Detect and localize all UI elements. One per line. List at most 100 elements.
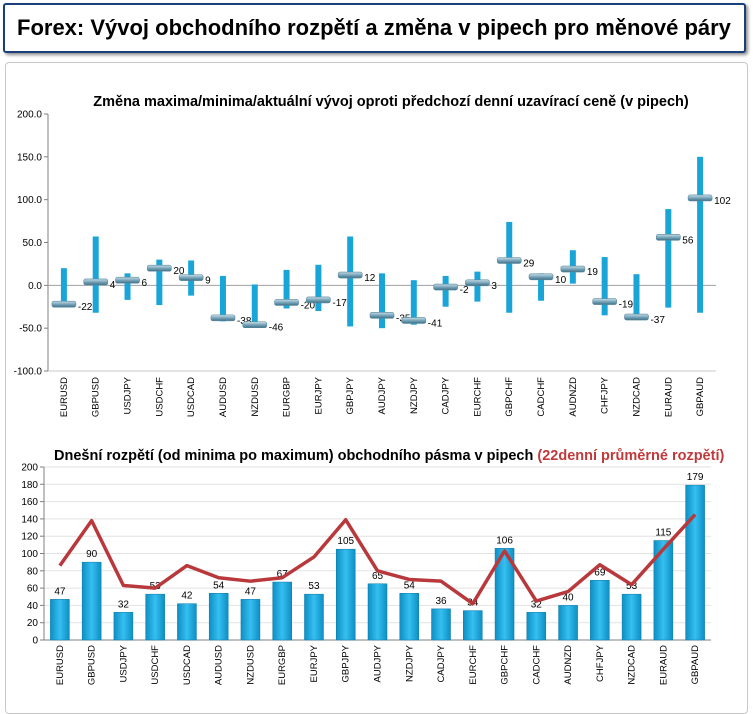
chart1-y-tick-label: 50.0	[23, 238, 43, 249]
current-label: 12	[364, 273, 376, 284]
bar-value-label: 47	[54, 586, 66, 597]
range-bar	[590, 580, 609, 640]
bar-value-label: 32	[118, 599, 130, 610]
chart2-y-tick-label: 180	[21, 480, 38, 491]
range-bar	[93, 237, 99, 313]
current-label: -46	[269, 323, 284, 334]
range-bar	[146, 594, 165, 640]
current-marker	[243, 322, 267, 328]
bar-value-label: 115	[655, 528, 671, 539]
chart2-title-main: Dnešní rozpětí (od minima po maximum) ob…	[54, 448, 537, 464]
chart1-x-tick-label: EURAUD	[663, 377, 674, 417]
current-marker	[52, 301, 76, 307]
chart2-x-tick-label: USDCAD	[182, 645, 193, 685]
chart2-x-tick-label: USDCHF	[150, 645, 161, 685]
chart2-x-tick-label: AUDNZD	[563, 645, 574, 685]
range-bar	[241, 599, 260, 640]
chart1-y-tick-label: -100.0	[14, 367, 43, 378]
bar-value-label: 36	[435, 596, 447, 607]
chart2-y-tick-label: 20	[27, 618, 39, 629]
current-label: -19	[619, 300, 634, 311]
chart1-x-tick-label: CHFJPY	[600, 376, 611, 414]
current-marker	[275, 299, 299, 305]
chart2-x-tick-label: NZDCAD	[627, 645, 638, 685]
chart2-x-tick-label: NZDUSD	[245, 645, 256, 685]
bar-value-label: 90	[86, 549, 98, 560]
chart1-x-tick-label: AUDNZD	[568, 377, 579, 417]
current-label: -41	[428, 318, 443, 329]
bar-chart: Dnešní rozpětí (od minima po maximum) ob…	[21, 448, 724, 685]
chart2-x-tick-label: CADCHF	[531, 645, 542, 685]
chart1-x-tick-label: AUDUSD	[218, 377, 229, 417]
chart1-x-tick-label: CADCHF	[536, 377, 547, 417]
chart1-x-tick-label: AUDJPY	[377, 376, 388, 414]
chart2-x-tick-label: EURCHF	[468, 645, 479, 685]
chart2-y-tick-label: 140	[21, 514, 38, 525]
current-label: 9	[205, 276, 211, 287]
range-bar	[527, 612, 546, 640]
current-label: -22	[78, 302, 93, 313]
chart1-x-tick-label: GBPJPY	[345, 376, 356, 414]
chart2-x-tick-label: USDJPY	[118, 644, 129, 682]
current-label: 19	[587, 267, 599, 278]
range-bar	[368, 584, 387, 640]
range-bar	[686, 485, 705, 640]
range-bar	[665, 209, 671, 308]
range-bar	[432, 609, 451, 640]
current-marker	[529, 274, 553, 280]
chart2-x-tick-label: NZDJPY	[404, 644, 415, 682]
chart1-x-tick-label: USDCHF	[154, 377, 165, 417]
range-bar	[697, 157, 703, 313]
current-marker	[338, 272, 362, 278]
chart1-y-tick-label: 200.0	[17, 110, 42, 121]
current-marker	[434, 284, 458, 290]
chart1-y-tick-label: 100.0	[17, 195, 42, 206]
range-bar	[114, 612, 133, 640]
current-marker	[593, 299, 617, 305]
current-marker	[211, 315, 235, 321]
range-bar	[602, 257, 608, 315]
chart2-title: Dnešní rozpětí (od minima po maximum) ob…	[54, 448, 724, 464]
current-label: 102	[714, 196, 731, 207]
current-marker	[465, 280, 489, 286]
chart2-y-tick-label: 80	[27, 566, 39, 577]
range-bar	[474, 272, 480, 302]
range-bar	[443, 276, 449, 307]
chart2-x-tick-label: AUDJPY	[373, 644, 384, 682]
chart1-title: Změna maxima/minima/aktuální vývoj oprot…	[93, 94, 689, 110]
current-marker	[147, 265, 171, 271]
current-marker	[402, 317, 426, 323]
range-bar	[82, 562, 101, 640]
range-chart: Změna maxima/minima/aktuální vývoj oprot…	[14, 94, 732, 417]
range-bar	[633, 274, 639, 319]
current-label: -2	[460, 285, 469, 296]
current-marker	[497, 257, 521, 263]
range-bar	[379, 273, 385, 328]
chart2-y-tick-label: 100	[21, 549, 38, 560]
chart2-x-tick-label: GBPUSD	[87, 645, 98, 685]
chart2-x-tick-label: GBPJPY	[341, 644, 352, 682]
chart1-x-tick-label: GBPUSD	[91, 377, 102, 417]
current-marker	[179, 275, 203, 281]
bar-value-label: 179	[687, 472, 704, 483]
current-label: -17	[332, 298, 347, 309]
current-label: 3	[491, 281, 497, 292]
chart2-x-tick-label: EURAUD	[658, 645, 669, 685]
current-label: 56	[682, 235, 694, 246]
range-bar	[50, 599, 69, 640]
current-label: 29	[523, 258, 535, 269]
chart1-x-tick-label: USDJPY	[123, 376, 134, 414]
chart2-y-tick-label: 120	[21, 532, 38, 543]
chart1-x-tick-label: GBPCHF	[504, 377, 515, 417]
range-bar	[209, 593, 228, 640]
chart1-x-tick-label: NZDJPY	[409, 376, 420, 414]
chart2-y-tick-label: 40	[27, 601, 39, 612]
range-bar	[622, 594, 641, 640]
bar-value-label: 54	[404, 580, 416, 591]
chart2-title-highlight: (22denní průměrné rozpětí)	[537, 448, 724, 464]
chart2-y-tick-label: 160	[21, 497, 38, 508]
chart1-y-tick-label: -50.0	[19, 324, 42, 335]
bar-value-label: 42	[181, 591, 193, 602]
range-bar	[347, 237, 353, 327]
